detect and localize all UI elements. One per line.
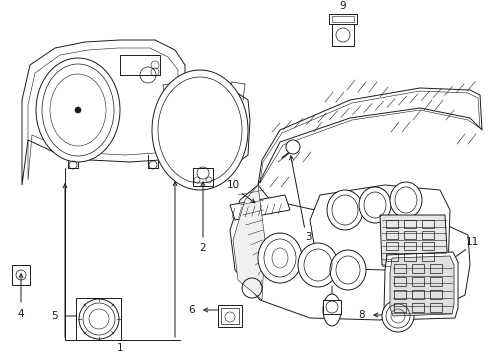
Polygon shape bbox=[258, 88, 481, 185]
Polygon shape bbox=[232, 185, 264, 300]
Text: 2: 2 bbox=[199, 243, 206, 253]
Text: 5: 5 bbox=[52, 311, 58, 321]
Ellipse shape bbox=[75, 107, 81, 113]
Ellipse shape bbox=[381, 300, 413, 332]
Ellipse shape bbox=[258, 233, 302, 283]
Text: 10: 10 bbox=[226, 180, 239, 190]
Ellipse shape bbox=[79, 299, 119, 339]
Ellipse shape bbox=[152, 70, 247, 190]
FancyBboxPatch shape bbox=[331, 18, 353, 46]
FancyBboxPatch shape bbox=[323, 300, 340, 314]
FancyBboxPatch shape bbox=[12, 265, 30, 285]
FancyBboxPatch shape bbox=[193, 168, 213, 186]
Polygon shape bbox=[229, 195, 289, 220]
Polygon shape bbox=[309, 185, 449, 270]
Text: 8: 8 bbox=[358, 310, 365, 320]
Polygon shape bbox=[379, 215, 447, 268]
Text: 6: 6 bbox=[188, 305, 195, 315]
Ellipse shape bbox=[389, 182, 421, 218]
Text: 11: 11 bbox=[465, 237, 478, 247]
Polygon shape bbox=[158, 88, 249, 175]
Text: 1: 1 bbox=[117, 343, 123, 353]
Ellipse shape bbox=[285, 140, 299, 154]
Ellipse shape bbox=[297, 243, 337, 287]
Ellipse shape bbox=[358, 187, 390, 223]
Text: 4: 4 bbox=[18, 309, 24, 319]
FancyBboxPatch shape bbox=[218, 305, 242, 327]
FancyBboxPatch shape bbox=[328, 14, 356, 24]
Text: 7: 7 bbox=[328, 270, 335, 280]
Ellipse shape bbox=[323, 294, 340, 326]
Ellipse shape bbox=[326, 190, 362, 230]
Polygon shape bbox=[22, 40, 184, 185]
Ellipse shape bbox=[36, 58, 120, 162]
Polygon shape bbox=[389, 256, 453, 316]
Polygon shape bbox=[383, 252, 457, 320]
Text: 3: 3 bbox=[304, 232, 311, 242]
Polygon shape bbox=[229, 185, 469, 320]
Text: 9: 9 bbox=[339, 1, 346, 11]
Ellipse shape bbox=[329, 250, 365, 290]
FancyBboxPatch shape bbox=[76, 298, 121, 340]
